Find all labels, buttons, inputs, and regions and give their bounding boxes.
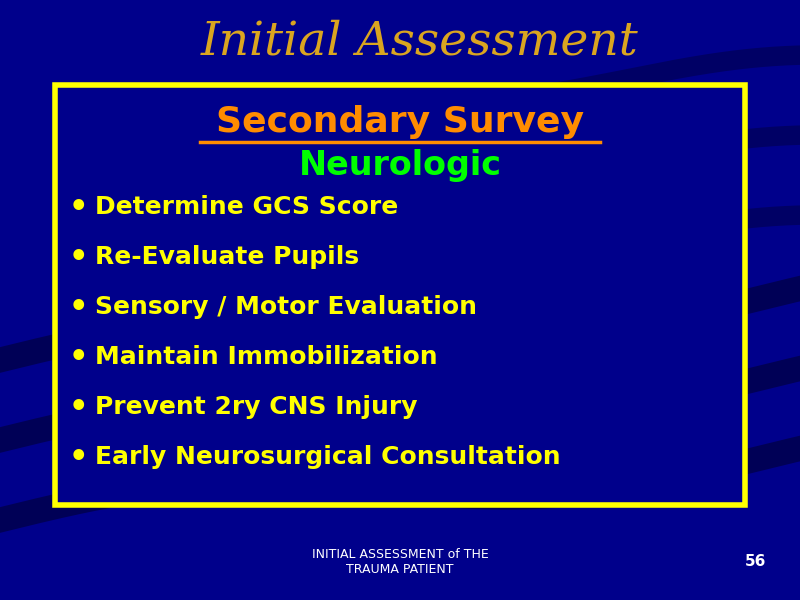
Text: Prevent 2ry CNS Injury: Prevent 2ry CNS Injury <box>95 395 418 419</box>
Text: •: • <box>68 193 88 221</box>
Text: •: • <box>68 242 88 271</box>
Text: •: • <box>68 392 88 421</box>
Text: Secondary Survey: Secondary Survey <box>216 105 584 139</box>
Text: 56: 56 <box>744 554 766 569</box>
Text: Sensory / Motor Evaluation: Sensory / Motor Evaluation <box>95 295 477 319</box>
Text: •: • <box>68 443 88 472</box>
Text: Maintain Immobilization: Maintain Immobilization <box>95 345 438 369</box>
Text: Neurologic: Neurologic <box>298 148 502 181</box>
Text: Early Neurosurgical Consultation: Early Neurosurgical Consultation <box>95 445 561 469</box>
Text: INITIAL ASSESSMENT of THE
TRAUMA PATIENT: INITIAL ASSESSMENT of THE TRAUMA PATIENT <box>312 548 488 576</box>
Text: Determine GCS Score: Determine GCS Score <box>95 195 398 219</box>
Text: •: • <box>68 292 88 322</box>
Text: Initial Assessment: Initial Assessment <box>201 19 639 65</box>
Bar <box>55 85 745 505</box>
Text: •: • <box>68 343 88 371</box>
Text: Re-Evaluate Pupils: Re-Evaluate Pupils <box>95 245 359 269</box>
